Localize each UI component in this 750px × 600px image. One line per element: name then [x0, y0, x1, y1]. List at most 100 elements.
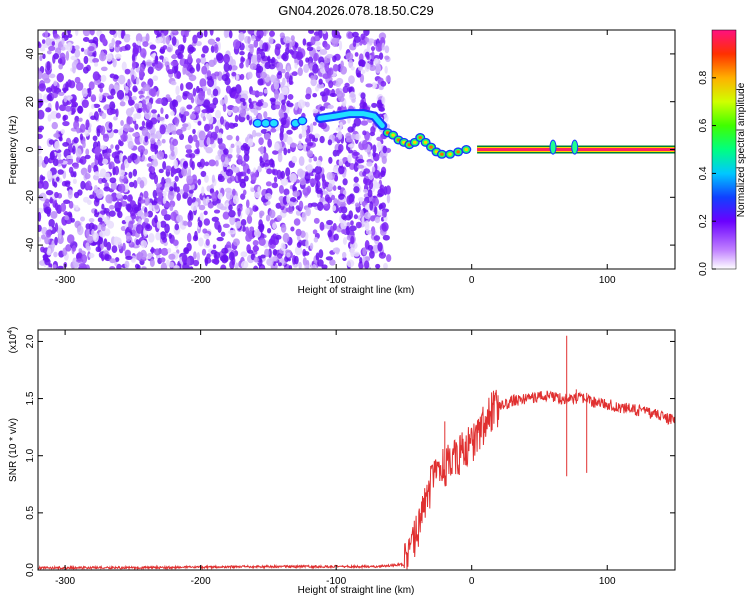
noise-speck — [142, 83, 151, 92]
noise-speck — [205, 146, 213, 154]
noise-speck — [118, 183, 126, 194]
noise-speck — [104, 172, 111, 181]
noise-speck — [280, 223, 287, 233]
noise-speck — [156, 140, 162, 147]
noise-speck — [94, 171, 100, 177]
noise-speck — [372, 179, 378, 187]
noise-speck — [149, 44, 157, 50]
noise-speck — [80, 180, 86, 190]
noise-speck — [149, 258, 155, 267]
noise-speck — [235, 262, 239, 269]
noise-speck — [310, 202, 318, 207]
noise-speck — [252, 240, 259, 246]
noise-speck — [199, 212, 204, 222]
noise-speck — [359, 256, 363, 264]
noise-speck — [371, 197, 380, 207]
noise-speck — [373, 169, 381, 179]
noise-speck — [332, 149, 338, 157]
y-tick-label: 1.0 — [25, 448, 36, 462]
noise-speck — [231, 71, 237, 77]
noise-speck — [170, 60, 178, 67]
noise-speck — [312, 229, 318, 235]
noise-speck — [253, 108, 259, 116]
noise-speck — [362, 130, 367, 136]
noise-speck — [91, 104, 95, 110]
noise-speck — [198, 204, 206, 211]
noise-speck — [370, 215, 376, 222]
noise-speck — [168, 253, 176, 260]
noise-speck — [151, 109, 157, 114]
ridge-marker — [549, 139, 557, 155]
noise-speck — [262, 42, 269, 52]
noise-speck — [260, 71, 267, 79]
noise-speck — [310, 75, 315, 80]
noise-speck — [106, 53, 113, 62]
noise-speck — [50, 110, 58, 120]
noise-speck — [288, 265, 293, 269]
ridge-point-core — [418, 135, 423, 140]
noise-speck — [366, 54, 370, 60]
noise-speck — [66, 154, 74, 160]
noise-speck — [353, 162, 359, 172]
noise-speck — [48, 263, 53, 268]
noise-speck — [371, 102, 378, 108]
noise-speck — [235, 135, 240, 142]
noise-speck — [354, 52, 359, 57]
noise-speck — [327, 183, 333, 190]
noise-speck — [53, 80, 58, 87]
noise-speck — [269, 209, 276, 219]
noise-speck — [46, 170, 53, 180]
ridge-marker — [571, 139, 579, 155]
y-tick-label: -20 — [25, 190, 36, 205]
noise-speck — [364, 222, 370, 232]
noise-speck — [267, 58, 275, 64]
noise-speck — [124, 95, 129, 102]
noise-speck — [378, 107, 385, 112]
noise-speck — [291, 38, 296, 47]
noise-speck — [136, 40, 141, 46]
noise-speck — [109, 258, 116, 264]
ridge-point-core — [440, 152, 444, 156]
noise-speck — [316, 82, 325, 89]
noise-speck — [246, 215, 253, 224]
noise-speck — [242, 189, 247, 196]
noise-speck — [381, 155, 387, 165]
noise-speck — [49, 73, 56, 79]
noise-speck — [302, 257, 307, 266]
noise-speck — [108, 122, 113, 130]
noise-speck — [66, 234, 75, 244]
noise-speck — [120, 132, 128, 142]
noise-speck — [280, 170, 285, 179]
noise-speck — [58, 136, 63, 142]
noise-speck — [164, 114, 169, 120]
noise-speck — [207, 78, 215, 88]
noise-speck — [207, 38, 216, 45]
noise-speck — [206, 253, 211, 259]
noise-speck — [138, 218, 142, 226]
noise-speck — [251, 54, 258, 64]
noise-speck — [145, 224, 151, 230]
noise-speck — [109, 101, 116, 111]
noise-speck — [284, 71, 290, 80]
noise-speck — [374, 205, 378, 216]
noise-speck — [38, 125, 45, 131]
noise-speck — [244, 146, 250, 156]
noise-speck — [352, 251, 360, 257]
noise-speck — [118, 139, 122, 146]
noise-speck — [148, 233, 155, 243]
noise-speck — [237, 154, 243, 165]
noise-speck — [315, 252, 320, 261]
noise-speck — [192, 134, 198, 142]
noise-speck — [39, 260, 46, 266]
noise-speck — [117, 74, 126, 85]
noise-speck — [228, 251, 235, 262]
noise-speck — [337, 185, 342, 191]
noise-speck — [301, 211, 307, 222]
noise-speck — [245, 233, 252, 242]
noise-speck — [231, 65, 238, 71]
noise-speck — [332, 185, 337, 191]
noise-speck — [332, 165, 340, 174]
noise-speck — [280, 177, 289, 186]
noise-speck — [292, 190, 300, 197]
noise-speck — [144, 110, 152, 120]
